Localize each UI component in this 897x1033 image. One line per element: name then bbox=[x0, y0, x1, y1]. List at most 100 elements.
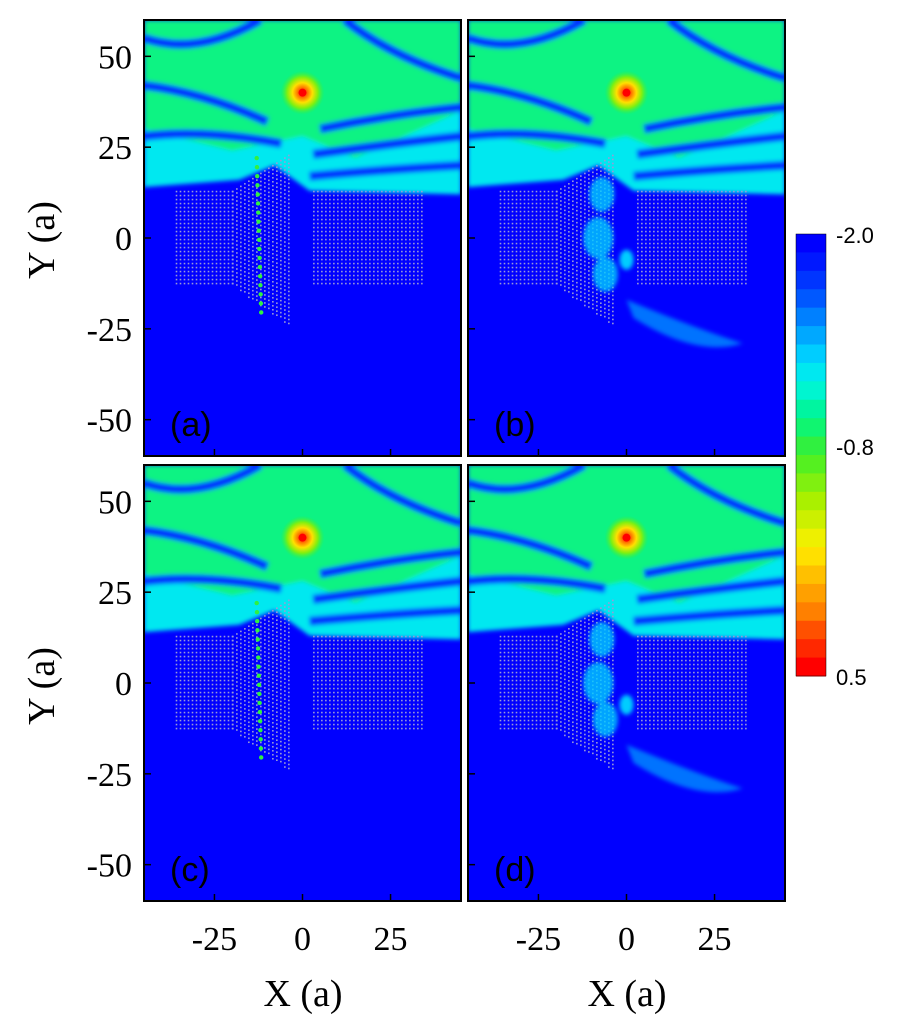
colorbar-level bbox=[796, 455, 826, 474]
colorbar-level bbox=[796, 510, 826, 530]
bulk-mode bbox=[589, 176, 615, 212]
x-tick-label: 0 bbox=[294, 921, 311, 958]
colorbar-level bbox=[796, 362, 826, 382]
interference-ripple bbox=[665, 20, 785, 83]
field-map bbox=[144, 465, 461, 901]
interference-ripple bbox=[468, 465, 587, 494]
colorbar-level bbox=[796, 528, 826, 548]
field-map bbox=[468, 20, 785, 456]
x-tick-label: -25 bbox=[192, 921, 237, 958]
colorbar-tick-label: 0.5 bbox=[836, 665, 867, 690]
channel-mode bbox=[619, 694, 634, 715]
y-axis-label-top: Y (a) bbox=[21, 201, 63, 279]
interference-ripple bbox=[312, 576, 461, 604]
leak-beam bbox=[626, 744, 743, 793]
colorbar-tick-label: -2.0 bbox=[836, 223, 874, 248]
y-tick-label: -50 bbox=[87, 403, 132, 440]
y-tick-label: -25 bbox=[87, 757, 132, 794]
interference-ripple bbox=[144, 80, 270, 126]
bulk-mode bbox=[583, 217, 614, 259]
bulk-mode bbox=[589, 621, 615, 657]
interference-ripple bbox=[144, 129, 283, 148]
interference-ripple bbox=[636, 576, 785, 604]
colorbar-level bbox=[796, 473, 826, 493]
source-point bbox=[298, 88, 307, 97]
panel-c: (c) bbox=[143, 464, 462, 902]
y-tick-label: -25 bbox=[87, 312, 132, 349]
bulk-state bbox=[583, 176, 743, 348]
x-axis-left: -25 0 25 bbox=[192, 921, 408, 958]
colorbar-level bbox=[796, 491, 826, 511]
source-point bbox=[298, 533, 307, 542]
x-axis-label-left: X (a) bbox=[263, 973, 342, 1015]
interference-ripple bbox=[633, 605, 785, 626]
colorbar-level bbox=[796, 583, 826, 603]
field-map bbox=[144, 20, 461, 456]
panel-label: (c) bbox=[170, 851, 210, 889]
panel-a: (a) bbox=[143, 19, 462, 457]
interference-ripple bbox=[468, 80, 594, 126]
colorbar-level bbox=[796, 620, 826, 640]
colorbar-tick-label: -0.8 bbox=[836, 435, 874, 460]
interference-ripple bbox=[468, 129, 607, 148]
panel-label: (b) bbox=[494, 406, 536, 444]
interference-ripple bbox=[309, 605, 461, 626]
interference-ripple bbox=[144, 20, 263, 49]
lattice bbox=[499, 599, 747, 770]
colorbar-level bbox=[796, 547, 826, 566]
colorbar-level bbox=[796, 399, 826, 419]
y-tick-label: 25 bbox=[98, 575, 132, 612]
y-tick-label: 0 bbox=[115, 666, 132, 703]
colorbar-level bbox=[796, 639, 826, 659]
interference-ripple bbox=[309, 160, 461, 181]
y-tick-label: -50 bbox=[87, 848, 132, 885]
y-axis-top: 50 25 0 -25 -50 bbox=[87, 39, 132, 439]
interference-ripple bbox=[341, 20, 461, 83]
colorbar-level bbox=[796, 234, 826, 253]
x-tick-label: 25 bbox=[698, 921, 732, 958]
panel-b: (b) bbox=[467, 19, 786, 457]
colorbar-level bbox=[796, 326, 826, 345]
bulk-state bbox=[583, 621, 743, 793]
interference-ripple bbox=[319, 547, 461, 579]
interference-ripple bbox=[468, 574, 607, 593]
bulk-mode bbox=[583, 662, 614, 704]
x-axis-label-right: X (a) bbox=[587, 973, 666, 1015]
y-axis-label-bottom: Y (a) bbox=[21, 647, 63, 725]
x-tick-label: 25 bbox=[374, 921, 408, 958]
colorbar-level bbox=[796, 381, 826, 401]
colorbar-level bbox=[796, 252, 826, 272]
interference-ripple bbox=[312, 131, 461, 159]
y-tick-label: 50 bbox=[98, 39, 132, 76]
y-tick-label: 50 bbox=[98, 484, 132, 521]
colorbar-frame bbox=[795, 233, 827, 677]
edge-state bbox=[254, 155, 264, 315]
y-axis-bottom: 50 25 0 -25 -50 bbox=[87, 484, 132, 884]
interference-ripple bbox=[144, 525, 270, 571]
x-tick-label: 0 bbox=[618, 921, 635, 958]
colorbar-level bbox=[796, 565, 826, 585]
colorbar-level bbox=[796, 289, 826, 309]
colorbar-level bbox=[796, 657, 826, 677]
colorbar-level bbox=[796, 307, 826, 327]
x-tick-label: -25 bbox=[516, 921, 561, 958]
interference-ripple bbox=[319, 102, 461, 134]
bulk-mode bbox=[592, 256, 618, 292]
panel-d: (d) bbox=[467, 464, 786, 902]
bulk-mode bbox=[592, 701, 618, 737]
interference-ripple bbox=[341, 465, 461, 528]
lattice bbox=[175, 154, 423, 325]
interference-ripple bbox=[468, 20, 587, 49]
lattice bbox=[499, 154, 747, 325]
panel-label: (a) bbox=[170, 406, 212, 444]
colorbar-level bbox=[796, 602, 826, 622]
x-axis-right: -25 0 25 bbox=[516, 921, 732, 958]
interference-ripple bbox=[643, 547, 785, 579]
colorbar-level bbox=[796, 270, 826, 290]
interference-ripple bbox=[665, 465, 785, 528]
interference-ripple bbox=[144, 574, 283, 593]
source-point bbox=[622, 88, 631, 97]
leak-beam bbox=[626, 299, 743, 348]
interference-ripple bbox=[643, 102, 785, 134]
